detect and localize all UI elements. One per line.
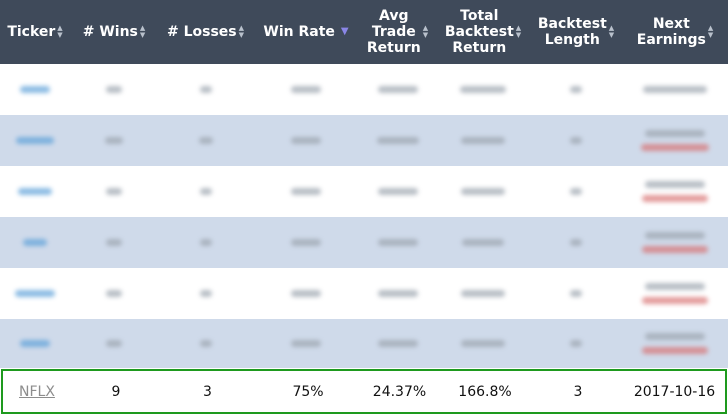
- obscured-value: [106, 188, 122, 195]
- table-row-obscured: [0, 319, 728, 368]
- win-rate-cell: 75%: [292, 383, 324, 400]
- obscured-value: [377, 86, 418, 93]
- obscured-value: [641, 144, 709, 151]
- obscured-value: [460, 86, 506, 93]
- table-row-obscured: [0, 268, 728, 319]
- sort-arrows-icon: ▲ ▼: [608, 24, 615, 39]
- obscured-value: [461, 290, 505, 297]
- wins-cell: 9: [111, 383, 121, 400]
- obscured-value: [461, 340, 505, 347]
- column-header-wins[interactable]: # Wins ▲ ▼: [70, 0, 158, 64]
- column-header-label: Total Backtest Return: [444, 8, 514, 56]
- obscured-value: [105, 137, 123, 144]
- next-earnings-cell: 2017-10-16: [633, 383, 716, 400]
- column-header-losses[interactable]: # Losses ▲ ▼: [158, 0, 253, 64]
- obscured-value: [199, 86, 212, 93]
- obscured-value: [570, 239, 582, 246]
- obscured-value: [461, 188, 505, 195]
- column-header-backtest-length[interactable]: Backtest Length ▲ ▼: [530, 0, 622, 64]
- avg-trade-return-cell: 24.37%: [372, 383, 427, 400]
- table-header: Ticker ▲ ▼ # Wins ▲ ▼ # Losses ▲ ▼ Win Rate…: [0, 0, 728, 64]
- obscured-value: [106, 340, 122, 347]
- obscured-value: [642, 195, 708, 202]
- obscured-value: [645, 130, 705, 137]
- table-row-highlighted: NFLX 9 3 75% 24.37% 166.8% 3 2017-10-16: [1, 369, 727, 414]
- obscured-value: [645, 333, 705, 340]
- column-header-label: Ticker: [7, 24, 56, 40]
- sort-descending-icon: ▼: [340, 26, 349, 37]
- column-header-label: # Wins: [82, 24, 138, 40]
- obscured-ticker: [15, 290, 55, 297]
- obscured-value: [645, 232, 705, 239]
- sort-arrows-icon: ▲ ▼: [422, 24, 429, 39]
- obscured-value: [291, 188, 321, 195]
- losses-cell: 3: [203, 383, 212, 400]
- column-header-label: # Losses: [166, 24, 237, 40]
- table-row-obscured: [0, 115, 728, 166]
- obscured-value: [291, 290, 321, 297]
- column-header-label: Next Earnings: [636, 16, 706, 48]
- obscured-value: [377, 239, 418, 246]
- sort-arrows-icon: ▲ ▼: [57, 24, 63, 39]
- sort-arrows-icon: ▲ ▼: [515, 24, 522, 39]
- obscured-ticker: [18, 188, 52, 195]
- table-row-obscured: [0, 217, 728, 268]
- obscured-value: [199, 340, 212, 347]
- obscured-value: [291, 86, 321, 93]
- obscured-value: [642, 297, 708, 304]
- obscured-value: [199, 239, 212, 246]
- obscured-value: [106, 239, 122, 246]
- obscured-value: [461, 137, 505, 144]
- backtest-length-cell: 3: [573, 383, 583, 400]
- obscured-value: [642, 347, 708, 354]
- obscured-value: [645, 181, 705, 188]
- obscured-value: [377, 340, 418, 347]
- column-header-avg-trade-return[interactable]: Avg Trade Return ▲ ▼: [359, 0, 436, 64]
- obscured-value: [199, 290, 212, 297]
- column-header-win-rate[interactable]: Win Rate ▼: [253, 0, 359, 64]
- table-row-obscured: [0, 64, 728, 115]
- sort-arrows-icon: ▲ ▼: [707, 24, 714, 39]
- obscured-ticker: [20, 86, 50, 93]
- obscured-value: [570, 340, 582, 347]
- obscured-value: [645, 283, 705, 290]
- obscured-ticker: [16, 137, 54, 144]
- column-header-label: Avg Trade Return: [366, 8, 421, 56]
- obscured-value: [106, 86, 122, 93]
- obscured-value: [570, 137, 582, 144]
- obscured-value: [570, 290, 582, 297]
- table-row-obscured: [0, 166, 728, 217]
- obscured-value: [291, 137, 321, 144]
- obscured-value: [377, 188, 418, 195]
- obscured-value: [106, 290, 122, 297]
- column-header-total-backtest-return[interactable]: Total Backtest Return ▲ ▼: [436, 0, 530, 64]
- obscured-value: [642, 246, 708, 253]
- obscured-value: [570, 86, 582, 93]
- obscured-value: [377, 290, 418, 297]
- sort-arrows-icon: ▲ ▼: [139, 24, 146, 39]
- obscured-value: [376, 137, 419, 144]
- obscured-value: [462, 239, 504, 246]
- total-backtest-return-cell: 166.8%: [458, 383, 512, 400]
- obscured-value: [291, 340, 321, 347]
- obscured-value: [643, 86, 707, 93]
- ticker-link[interactable]: NFLX: [19, 383, 55, 400]
- obscured-ticker: [23, 239, 47, 246]
- obscured-value: [291, 239, 321, 246]
- column-header-label: Backtest Length: [537, 16, 607, 48]
- obscured-value: [570, 188, 582, 195]
- column-header-next-earnings[interactable]: Next Earnings ▲ ▼: [622, 0, 728, 64]
- column-header-ticker[interactable]: Ticker ▲ ▼: [0, 0, 70, 64]
- obscured-value: [198, 137, 213, 144]
- obscured-value: [199, 188, 212, 195]
- column-header-label: Win Rate: [263, 24, 335, 40]
- sort-arrows-icon: ▲ ▼: [238, 24, 245, 39]
- obscured-ticker: [20, 340, 50, 347]
